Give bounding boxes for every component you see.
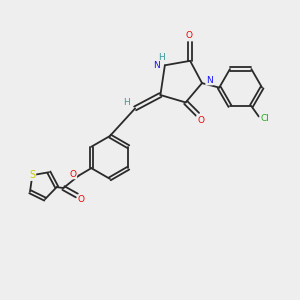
Text: O: O xyxy=(69,169,76,178)
Text: O: O xyxy=(197,116,204,125)
Text: N: N xyxy=(206,76,213,85)
Text: S: S xyxy=(29,170,35,180)
Text: O: O xyxy=(185,31,192,40)
Text: H: H xyxy=(158,53,165,62)
Text: O: O xyxy=(78,195,85,204)
Text: H: H xyxy=(123,98,130,107)
Text: N: N xyxy=(153,61,160,70)
Text: Cl: Cl xyxy=(260,114,269,123)
